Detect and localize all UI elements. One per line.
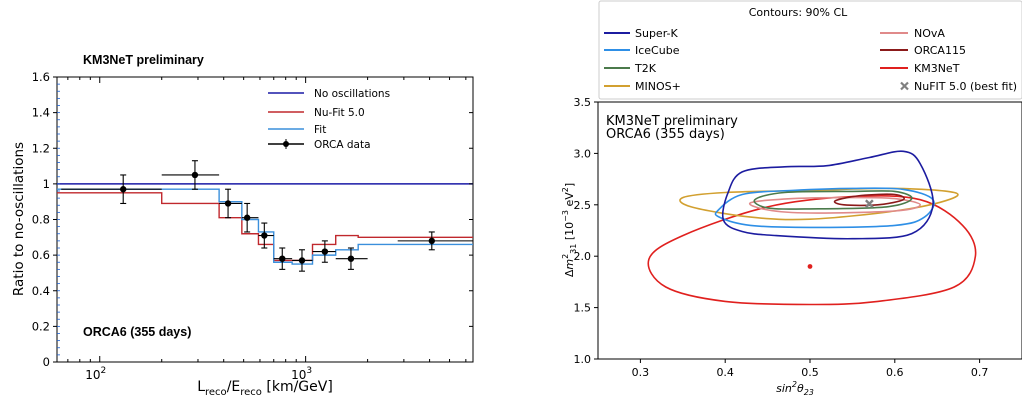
left-chart-title: KM3NeT preliminary	[83, 53, 204, 67]
right-legend-label: NOvA	[914, 27, 945, 40]
orca-data-point	[161, 160, 220, 190]
right-y-tick-label: 2.0	[574, 250, 592, 263]
left-legend-label: Nu-Fit 5.0	[314, 107, 365, 119]
left-x-axis-label-text: Lreco/Ereco [km/GeV]	[197, 379, 333, 398]
left-legend-label: ORCA data	[314, 139, 371, 151]
right-legend-label: ORCA115	[914, 44, 966, 57]
right-x-ticks: 0.3 0.4 0.5 0.6 0.7	[632, 359, 989, 379]
left-y-tick-label: 0.4	[32, 284, 50, 298]
left-series-fit	[57, 188, 473, 265]
left-y-axis-label: Ratio to no-oscillations	[11, 142, 27, 296]
orca-data-marker	[224, 200, 232, 207]
right-series-layer	[647, 150, 977, 306]
left-x-tick-label: 102	[85, 366, 106, 382]
km3net-best-fit-point	[807, 264, 813, 269]
left-y-tick-label: 1.4	[32, 106, 50, 120]
right-legend-frame	[598, 0, 1022, 100]
orca-data-marker	[428, 237, 435, 245]
right-x-tick-label: 0.4	[716, 366, 734, 379]
right-y-tick-label: 3.5	[574, 96, 592, 109]
right-x-tick-label: 0.7	[971, 366, 989, 379]
right-y-axis-label-text: Δm231 [10−3 eV2]	[561, 183, 578, 277]
orca-data-point	[312, 240, 336, 263]
left-y-tick-label: 0.8	[32, 213, 50, 227]
right-legend-label: T2K	[634, 62, 657, 75]
orca-data-point	[241, 202, 259, 233]
orca-data-point	[397, 231, 473, 251]
left-chart-annotation: ORCA6 (355 days)	[83, 325, 191, 339]
orca-data-marker	[298, 257, 306, 264]
left-legend-label: Fit	[314, 124, 326, 136]
orca-data-marker	[347, 255, 355, 262]
orca-data-marker	[243, 214, 251, 221]
right-x-axis-label: sin2θ23	[776, 380, 814, 397]
orca-data-point	[292, 249, 313, 272]
left-legend: No oscillations Nu-Fit 5.0 Fit ORCA data	[268, 88, 390, 151]
left-y-tick-label: 1.6	[32, 70, 50, 84]
right-chart: Contours: 90% CL Super-K IceCube T2K MINOS+…	[561, 0, 1022, 397]
contour-nova	[748, 196, 922, 214]
orca-data-marker	[261, 232, 268, 239]
right-legend: Super-K IceCube T2K MINOS+ NOvA ORCA115 KM3NeT…	[604, 27, 1017, 93]
orca-data-point	[273, 247, 293, 270]
right-y-axis-label: Δm231 [10−3 eV2]	[561, 183, 578, 277]
orca-data-marker	[279, 255, 286, 262]
right-x-tick-label: 0.3	[632, 366, 650, 379]
left-x-ticks: 102 103	[67, 77, 467, 382]
orca-data-point	[61, 174, 162, 205]
nufit-x-stroke	[865, 199, 874, 209]
right-legend-label: IceCube	[635, 44, 680, 57]
contour-km3net	[647, 195, 977, 306]
left-y-tick-label: 1	[43, 177, 50, 191]
right-y-ticks: 1.0 1.5 2.0 2.5 3.0 3.5	[574, 96, 598, 366]
left-y-tick-label: 0.6	[32, 248, 50, 262]
contour-minos-	[679, 187, 959, 221]
left-chart: KM3NeT preliminary 0 0.2 0.4 0.6 0.8 1 1.2 1.4 1…	[11, 53, 474, 398]
right-y-tick-label: 1.0	[574, 353, 592, 366]
contour-icecube	[714, 187, 935, 229]
left-y-tick-label: 0	[43, 355, 50, 369]
left-y-tick-label: 0.2	[32, 319, 50, 333]
left-y-ticks: 0 0.2 0.4 0.6 0.8 1 1.2 1.4 1.6	[32, 70, 473, 369]
right-legend-label: Super-K	[635, 27, 678, 40]
right-legend-swatch	[900, 81, 909, 91]
contour-t2k	[753, 190, 913, 210]
left-x-axis-label: Lreco/Ereco [km/GeV]	[197, 379, 333, 398]
orca-data-point	[219, 188, 242, 219]
left-series-layer	[57, 160, 473, 272]
contour-super-k	[721, 150, 934, 240]
right-y-tick-label: 3.0	[574, 147, 592, 160]
left-plot-frame	[56, 76, 474, 363]
orca-data-marker	[120, 186, 127, 193]
right-chart-annotation: ORCA6 (355 days)	[606, 127, 725, 142]
left-series-nu-fit-5-0	[57, 192, 473, 262]
right-x-tick-label: 0.5	[801, 366, 819, 379]
right-legend-label: KM3NeT	[914, 62, 960, 75]
right-x-axis-label-text: sin2θ23	[776, 380, 814, 397]
right-legend-label: MINOS+	[635, 80, 681, 93]
orca-data-marker	[321, 248, 329, 255]
orca-data-marker	[191, 171, 199, 179]
left-x-tick-label: 103	[291, 366, 312, 382]
orca-data-point	[258, 222, 274, 249]
right-legend-title: Contours: 90% CL	[749, 6, 848, 19]
right-legend-label: NuFIT 5.0 (best fit)	[914, 80, 1017, 93]
right-chart-title: KM3NeT preliminary	[606, 114, 738, 129]
contour-orca115	[833, 193, 905, 207]
right-y-tick-label: 1.5	[574, 302, 592, 315]
left-y-tick-label: 1.2	[32, 141, 50, 155]
right-y-tick-label: 2.5	[574, 199, 592, 212]
left-legend-label: No oscillations	[314, 88, 390, 100]
nufit-best-fit-marker	[865, 199, 874, 209]
right-x-tick-label: 0.6	[886, 366, 904, 379]
orca-data-point	[335, 247, 368, 270]
